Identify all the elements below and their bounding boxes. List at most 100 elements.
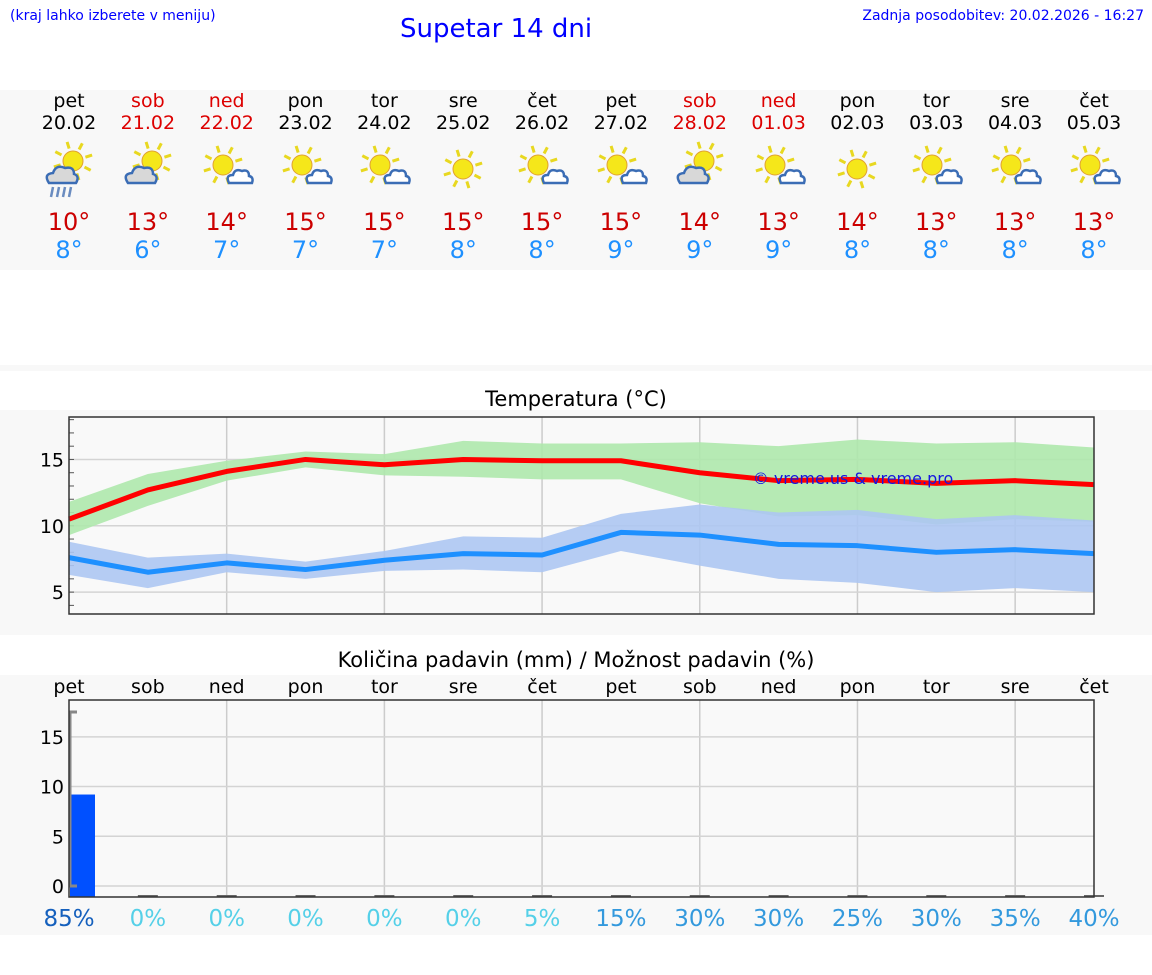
error-bar — [68, 710, 77, 888]
max-temp: 15° — [441, 208, 485, 236]
min-temp: 7° — [291, 236, 320, 264]
sun-small-cloud-icon — [975, 134, 1055, 204]
precip-probability: 0% — [445, 906, 482, 932]
max-temp-line — [68, 456, 1095, 522]
day-date: 04.03 — [987, 112, 1043, 134]
page-title: Supetar 14 dni — [400, 14, 593, 44]
precip-probability: 15% — [595, 906, 646, 932]
sun-small-cloud-icon — [266, 134, 346, 204]
precip-probability: 0% — [130, 906, 167, 932]
day-date: 23.02 — [278, 112, 333, 134]
max-temp: 14° — [836, 208, 879, 236]
day-column: tor 03.03 13° 8° — [896, 90, 976, 264]
min-temp: 8° — [1001, 236, 1029, 264]
min-temp: 6° — [134, 236, 162, 264]
day-name: pon — [839, 90, 876, 112]
location-hint: (kraj lahko izberete v meniju) — [10, 8, 216, 24]
max-temp: 14° — [678, 208, 722, 236]
day-date: 22.02 — [199, 112, 254, 134]
min-temp: 9° — [764, 236, 793, 264]
day-name: čet — [527, 90, 557, 112]
day-name: sob — [682, 90, 717, 112]
day-column: čet 26.02 15° 8° — [502, 90, 582, 264]
watermark: © vreme.us & vreme.pro — [753, 469, 954, 488]
y-tick-label: 15 — [40, 727, 64, 749]
min-temp: 8° — [449, 236, 477, 264]
plot-frame — [68, 416, 1095, 615]
precip-probability: 35% — [990, 906, 1041, 932]
precip-probability: 30% — [753, 906, 804, 932]
day-date: 24.02 — [357, 112, 412, 134]
max-temp: 13° — [915, 208, 958, 236]
sun-icon — [817, 134, 897, 204]
sun-small-cloud-icon — [896, 134, 976, 204]
day-label: pon — [288, 676, 324, 698]
day-label: pet — [605, 676, 636, 698]
day-name: ned — [760, 90, 797, 112]
precip-probability: 25% — [832, 906, 883, 932]
max-temp: 15° — [599, 208, 643, 236]
max-temp: 15° — [284, 208, 327, 236]
day-name: sre — [448, 90, 478, 112]
sun-cloudy-icon — [108, 134, 188, 204]
day-name: pet — [605, 90, 637, 112]
min-temp-line — [68, 529, 1095, 575]
day-date: 27.02 — [593, 112, 649, 134]
day-date: 21.02 — [120, 112, 176, 134]
min-temp: 8° — [55, 236, 83, 264]
min-temp-range-band — [69, 504, 1094, 593]
day-column: pon 23.02 15° 7° — [266, 90, 346, 264]
day-label: pon — [840, 676, 876, 698]
min-temp: 9° — [686, 236, 714, 264]
precip-probability: 0% — [208, 906, 245, 932]
day-column: čet 05.03 13° 8° — [1054, 90, 1134, 264]
plot-frame — [68, 699, 1095, 898]
sun-cloud-rain-icon — [29, 134, 109, 204]
max-temp: 10° — [47, 208, 91, 236]
precip-probability: 85% — [43, 906, 94, 932]
day-date: 02.03 — [830, 112, 885, 134]
day-label: sre — [1001, 676, 1030, 698]
max-temp: 13° — [757, 208, 800, 236]
day-date: 28.02 — [672, 112, 727, 134]
day-date: 01.03 — [751, 112, 806, 134]
day-column: sre 25.02 15° 8° — [423, 90, 503, 264]
day-column: tor 24.02 15° 7° — [344, 90, 424, 264]
plot-area — [69, 700, 1094, 897]
day-label: pet — [53, 676, 84, 698]
min-temp: 8° — [922, 236, 950, 264]
min-temp: 9° — [607, 236, 635, 264]
day-column: pet 27.02 15° 9° — [581, 90, 661, 264]
day-name: tor — [922, 90, 950, 112]
day-name: čet — [1079, 90, 1109, 112]
max-temp: 15° — [363, 208, 406, 236]
precip-bar — [70, 794, 95, 897]
day-label: sob — [683, 676, 717, 698]
precip-probability: 30% — [674, 906, 725, 932]
day-column: sob 28.02 14° 9° — [660, 90, 740, 264]
precip-probability: 30% — [911, 906, 962, 932]
y-tick-label: 10 — [40, 777, 64, 799]
day-column: pet 20.02 10° 8° — [29, 90, 109, 264]
day-label: tor — [371, 676, 398, 698]
last-updated: Zadnja posodobitev: 20.02.2026 - 16:27 — [862, 8, 1144, 24]
day-name: sob — [131, 90, 165, 112]
day-column: sre 04.03 13° 8° — [975, 90, 1055, 264]
day-name: pon — [287, 90, 324, 112]
day-label: čet — [1079, 676, 1109, 698]
y-tick-label: 10 — [40, 516, 64, 538]
precip-probability: 0% — [366, 906, 403, 932]
max-temp: 13° — [993, 208, 1037, 236]
day-date: 25.02 — [436, 112, 491, 134]
day-column: ned 01.03 13° 9° — [739, 90, 819, 264]
min-temp: 8° — [843, 236, 872, 264]
sun-small-cloud-icon — [502, 134, 582, 204]
day-column: pon 02.03 14° 8° — [817, 90, 897, 264]
day-column: sob 21.02 13° 6° — [108, 90, 188, 264]
day-label: ned — [761, 676, 797, 698]
y-tick-label: 5 — [52, 826, 64, 848]
y-tick-label: 0 — [52, 876, 64, 898]
day-column: ned 22.02 14° 7° — [187, 90, 267, 264]
y-tick-label: 15 — [40, 449, 64, 471]
precip-probability: 5% — [524, 906, 561, 932]
